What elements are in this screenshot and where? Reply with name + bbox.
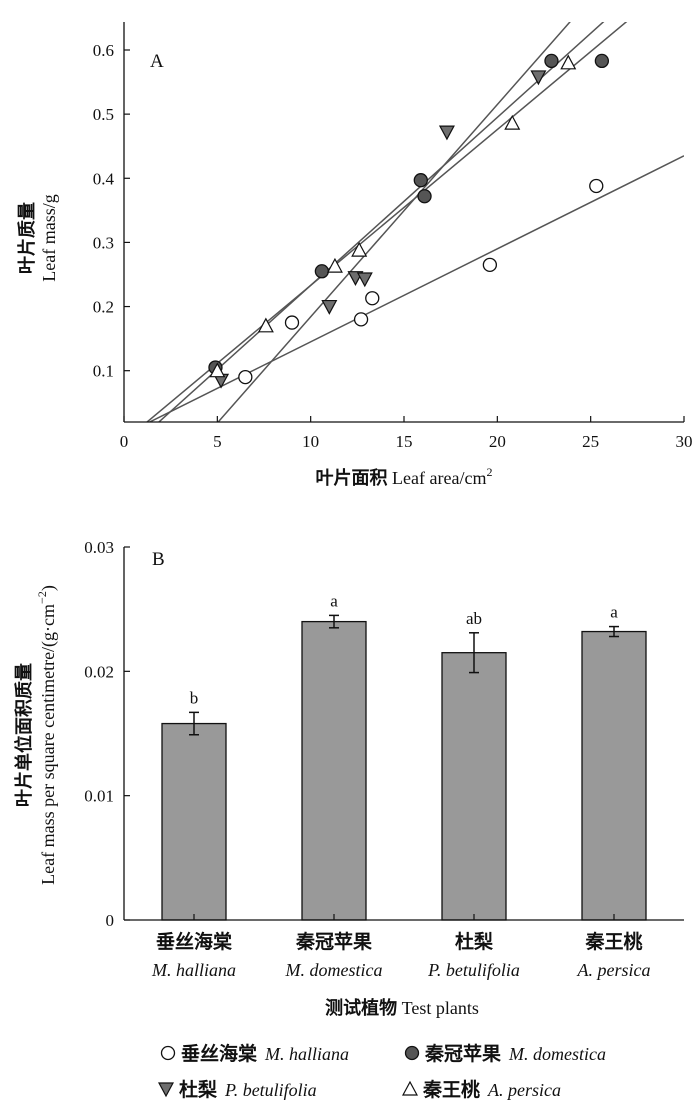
legend-marker <box>401 1080 419 1096</box>
panel-a-x-tick-label: 5 <box>213 432 222 451</box>
significance-label: b <box>190 688 199 707</box>
point-triangle-up-open <box>209 362 226 378</box>
category-label-cn: 杜梨 <box>455 930 494 953</box>
panel-a-y-tick-label: 0.3 <box>93 233 114 252</box>
legend-item-triangle-down-filled: 杜梨 P. betulifolia <box>157 1078 317 1101</box>
bar-1 <box>301 620 367 921</box>
legend-label: 秦冠苹果 M. domestica <box>424 1042 606 1065</box>
legend-item-circle-filled: 秦冠苹果 M. domestica <box>404 1042 606 1065</box>
panel-b-y-tick-label: 0.01 <box>84 787 114 806</box>
category-label-cn: 秦王桃 <box>584 930 642 953</box>
panel-b-y-title-en: Leaf mass per square centimetre/(g·cm−2) <box>35 585 59 885</box>
point-triangle-up-open <box>504 114 521 130</box>
panel-b-bar: B b a ab a 0 0.01 0.02 0.03 垂丝海棠 M. halliana 秦冠苹… <box>13 538 684 1018</box>
panel-a-x-tick-label: 15 <box>396 432 413 451</box>
legend: 垂丝海棠 M. halliana 秦冠苹果 M. domestica 杜梨 P. betu… <box>157 1042 606 1101</box>
panel-a-y-title: 叶片质量 Leaf mass/g <box>16 194 59 281</box>
panel-b-x-title: 测试植物 Test plants <box>325 997 479 1018</box>
panel-b-categories: 垂丝海棠 M. halliana 秦冠苹果 M. domestica 杜梨 P. betu… <box>151 930 650 980</box>
panel-a-y-tick-label: 0.5 <box>93 105 114 124</box>
point-circle-open <box>238 369 253 385</box>
category-label-sci: A. persica <box>577 960 651 980</box>
panel-b-bars: b a ab a <box>161 591 647 921</box>
legend-label: 垂丝海棠 M. halliana <box>181 1042 349 1065</box>
point-circle-filled <box>594 53 610 69</box>
point-circle-open <box>284 315 300 330</box>
panel-a-label: A <box>150 51 164 72</box>
point-triangle-down-filled <box>530 70 547 86</box>
panel-b-y-tick-label: 0.02 <box>84 662 114 681</box>
significance-label: a <box>330 591 338 610</box>
point-triangle-up-open <box>257 317 274 333</box>
legend-label: 秦王桃 A. persica <box>422 1078 561 1101</box>
legend-marker <box>404 1045 420 1061</box>
panel-a-y-tick-label: 0.4 <box>93 169 115 188</box>
point-triangle-up-open <box>351 241 368 257</box>
point-circle-filled <box>417 189 432 204</box>
panel-b-y-title-cn: 叶片单位面积质量 <box>13 663 34 807</box>
bar-3 <box>581 630 647 921</box>
panel-a-y-tick-label: 0.6 <box>93 41 114 60</box>
legend-marker <box>157 1082 175 1098</box>
legend-item-triangle-up-open: 秦王桃 A. persica <box>401 1078 561 1101</box>
panel-a-axes: 0 5 10 15 20 25 30 0.1 0.2 0.3 0.4 0.5 0.6 <box>93 22 693 451</box>
point-circle-open <box>365 291 380 306</box>
point-circle-open <box>589 178 604 194</box>
panel-a-scatter: A 0 5 10 15 20 25 30 0.1 0.2 0.3 0.4 0.5 0.6 叶片面积 Le… <box>16 22 693 488</box>
point-circle-filled <box>544 53 559 69</box>
category-label-cn: 垂丝海棠 <box>156 930 233 953</box>
point-triangle-down-filled <box>438 125 455 141</box>
category-label-sci: M. halliana <box>151 960 236 980</box>
panel-a-x-tick-label: 20 <box>489 432 506 451</box>
point-circle-open <box>353 312 369 327</box>
panel-b-y-tick-label: 0.03 <box>84 538 114 557</box>
legend-marker <box>160 1045 176 1061</box>
fit-line-triangle-down-filled <box>217 22 571 422</box>
panel-a-y-tick-label: 0.2 <box>93 298 114 317</box>
panel-a-x-title: 叶片面积 Leaf area/cm2 <box>316 465 493 488</box>
panel-b-axes: 0 0.01 0.02 0.03 <box>84 538 684 930</box>
point-triangle-up-open <box>326 257 343 273</box>
point-triangle-down-filled <box>321 299 338 315</box>
fit-line-circle-open <box>148 155 684 422</box>
category-label-cn: 秦冠苹果 <box>295 930 372 953</box>
significance-label: a <box>610 603 618 622</box>
panel-a-x-tick-label: 10 <box>302 432 319 451</box>
bar-0 <box>161 722 227 921</box>
panel-a-x-tick-label: 30 <box>676 432 693 451</box>
panel-a-x-tick-label: 0 <box>120 432 129 451</box>
significance-label: ab <box>466 609 482 628</box>
point-triangle-up-open <box>560 54 577 70</box>
panel-a-y-tick-label: 0.1 <box>93 362 114 381</box>
legend-label: 杜梨 P. betulifolia <box>179 1078 317 1101</box>
panel-b-y-title: 叶片单位面积质量 Leaf mass per square centimetre… <box>13 585 59 885</box>
panel-a-y-title-en: Leaf mass/g <box>39 194 59 281</box>
panel-a-y-title-cn: 叶片质量 <box>16 202 37 274</box>
panel-b-y-tick-label: 0 <box>106 911 115 930</box>
point-circle-filled <box>314 264 330 279</box>
fit-line-circle-filled <box>157 22 605 422</box>
panel-b-label: B <box>152 549 165 570</box>
point-triangle-down-filled <box>356 272 373 288</box>
category-label-sci: M. domestica <box>285 960 383 980</box>
category-label-sci: P. betulifolia <box>427 960 520 980</box>
panel-a-x-tick-label: 25 <box>582 432 599 451</box>
panel-a-points <box>208 53 610 389</box>
point-circle-filled <box>413 173 428 188</box>
bar-2 <box>441 652 507 921</box>
legend-item-circle-open: 垂丝海棠 M. halliana <box>160 1042 349 1065</box>
point-circle-open <box>482 257 498 273</box>
